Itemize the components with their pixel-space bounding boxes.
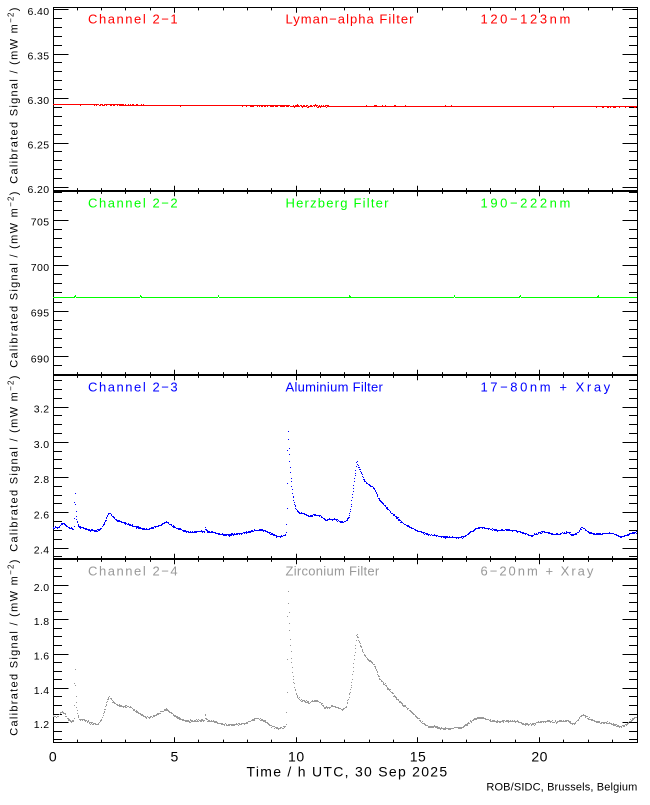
svg-text:6−20nm + Xray: 6−20nm + Xray (481, 564, 596, 579)
svg-text:6.40: 6.40 (27, 6, 49, 18)
svg-text:700: 700 (31, 262, 50, 274)
svg-text:2.4: 2.4 (34, 545, 50, 557)
svg-text:705: 705 (31, 217, 50, 229)
svg-text:120−123nm: 120−123nm (481, 12, 573, 27)
svg-text:Channel 2−1: Channel 2−1 (88, 12, 179, 27)
svg-text:2.8: 2.8 (34, 474, 50, 486)
svg-text:6.25: 6.25 (27, 140, 49, 152)
svg-text:5: 5 (171, 749, 179, 765)
svg-text:Aluminium Filter: Aluminium Filter (286, 380, 384, 395)
svg-text:695: 695 (31, 308, 50, 320)
svg-text:Channel 2−4: Channel 2−4 (88, 564, 179, 579)
svg-text:1.6: 1.6 (34, 651, 50, 663)
svg-text:2.0: 2.0 (34, 582, 50, 594)
svg-text:190−222nm: 190−222nm (481, 196, 573, 211)
svg-text:Time / h UTC, 30 Sep 2025: Time / h UTC, 30 Sep 2025 (247, 764, 449, 780)
svg-text:1.2: 1.2 (34, 719, 50, 731)
svg-text:Channel 2−2: Channel 2−2 (88, 196, 179, 211)
svg-text:Zirconium Filter: Zirconium Filter (286, 564, 380, 579)
svg-text:6.35: 6.35 (27, 51, 49, 63)
svg-text:10: 10 (288, 749, 305, 765)
svg-text:Calibrated Signal / (mW m−2): Calibrated Signal / (mW m−2) (7, 6, 21, 184)
svg-text:Calibrated Signal / (mW m−2): Calibrated Signal / (mW m−2) (7, 374, 21, 552)
svg-text:3.0: 3.0 (34, 439, 50, 451)
svg-text:15: 15 (410, 749, 427, 765)
svg-text:3.2: 3.2 (34, 404, 50, 416)
svg-text:Lyman−alpha Filter: Lyman−alpha Filter (286, 12, 415, 27)
svg-text:Calibrated Signal / (mW m−2): Calibrated Signal / (mW m−2) (7, 190, 21, 368)
svg-text:2.6: 2.6 (34, 509, 50, 521)
svg-text:690: 690 (31, 353, 50, 365)
svg-text:Calibrated Signal / (mW m−2): Calibrated Signal / (mW m−2) (7, 558, 21, 736)
svg-text:0: 0 (49, 749, 57, 765)
svg-text:ROB/SIDC, Brussels, Belgium: ROB/SIDC, Brussels, Belgium (486, 782, 637, 794)
svg-text:1.4: 1.4 (34, 685, 50, 697)
svg-text:Herzberg Filter: Herzberg Filter (286, 196, 390, 211)
svg-text:1.8: 1.8 (34, 616, 50, 628)
svg-text:6.30: 6.30 (27, 95, 49, 107)
svg-text:Channel 2−3: Channel 2−3 (88, 380, 179, 395)
svg-text:6.20: 6.20 (27, 184, 49, 196)
svg-text:20: 20 (531, 749, 548, 765)
svg-text:17−80nm + Xray: 17−80nm + Xray (481, 380, 613, 395)
